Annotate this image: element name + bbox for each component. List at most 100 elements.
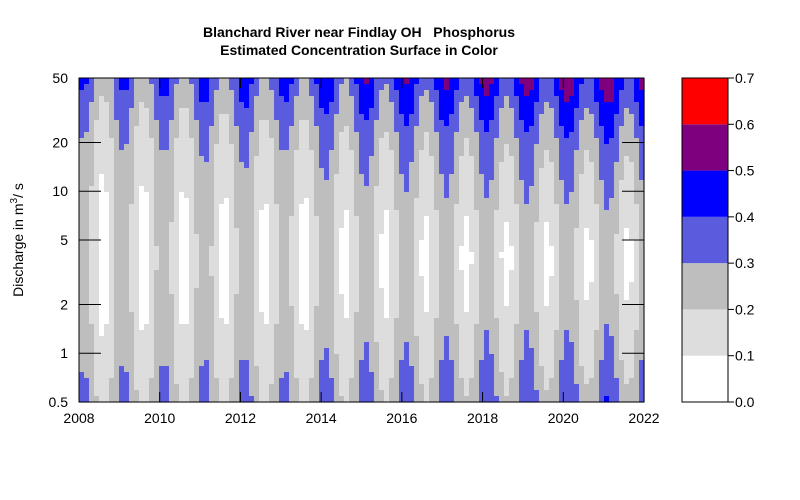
surface-cell: [399, 282, 405, 289]
surface-cell: [329, 306, 335, 313]
surface-cell: [299, 90, 305, 97]
surface-cell: [434, 342, 440, 349]
surface-cell: [299, 180, 305, 187]
surface-cell: [304, 210, 310, 217]
surface-cell: [384, 264, 390, 271]
surface-cell: [219, 120, 225, 127]
surface-cell: [364, 324, 370, 331]
surface-cell: [254, 390, 260, 397]
surface-cell: [204, 288, 210, 295]
surface-cell: [199, 330, 205, 337]
surface-cell: [274, 180, 280, 187]
surface-cell: [389, 396, 395, 403]
surface-cell: [459, 114, 465, 121]
surface-cell: [104, 378, 110, 385]
surface-cell: [354, 378, 360, 385]
surface-cell: [159, 90, 165, 97]
surface-cell: [349, 282, 355, 289]
surface-cell: [519, 246, 525, 253]
surface-cell: [504, 258, 510, 265]
surface-cell: [109, 150, 115, 157]
surface-cell: [234, 300, 240, 307]
surface-cell: [99, 174, 105, 181]
surface-cell: [309, 150, 315, 157]
surface-cell: [329, 294, 335, 301]
surface-cell: [239, 366, 245, 373]
surface-cell: [469, 90, 475, 97]
surface-cell: [339, 264, 345, 271]
surface-cell: [304, 270, 310, 277]
surface-cell: [184, 300, 190, 307]
surface-cell: [89, 312, 95, 319]
surface-cell: [344, 264, 350, 271]
surface-cell: [434, 144, 440, 151]
surface-cell: [129, 126, 135, 133]
surface-cell: [229, 288, 235, 295]
surface-cell: [304, 150, 310, 157]
surface-cell: [414, 114, 420, 121]
surface-cell: [484, 78, 490, 85]
surface-cell: [484, 282, 490, 289]
surface-cell: [399, 150, 405, 157]
surface-cell: [269, 204, 275, 211]
surface-cell: [244, 222, 250, 229]
surface-cell: [204, 228, 210, 235]
surface-cell: [419, 240, 425, 247]
surface-cell: [294, 306, 300, 313]
surface-cell: [314, 324, 320, 331]
surface-cell: [489, 240, 495, 247]
surface-cell: [314, 102, 320, 109]
surface-cell: [399, 318, 405, 325]
surface-cell: [499, 108, 505, 115]
surface-cell: [534, 222, 540, 229]
surface-cell: [474, 354, 480, 361]
surface-cell: [119, 258, 125, 265]
surface-cell: [199, 114, 205, 121]
surface-cell: [209, 240, 215, 247]
surface-cell: [299, 102, 305, 109]
surface-cell: [124, 108, 130, 115]
surface-cell: [79, 354, 85, 361]
surface-cell: [299, 192, 305, 199]
surface-cell: [189, 348, 195, 355]
surface-cell: [84, 348, 90, 355]
surface-cell: [419, 120, 425, 127]
surface-cell: [129, 108, 135, 115]
surface-cell: [504, 312, 510, 319]
surface-cell: [449, 300, 455, 307]
surface-cell: [359, 174, 365, 181]
surface-cell: [489, 270, 495, 277]
surface-cell: [409, 144, 415, 151]
surface-cell: [284, 318, 290, 325]
surface-cell: [209, 156, 215, 163]
surface-cell: [194, 390, 200, 397]
surface-cell: [514, 90, 520, 97]
surface-cell: [504, 180, 510, 187]
surface-cell: [314, 336, 320, 343]
surface-cell: [79, 210, 85, 217]
surface-cell: [359, 378, 365, 385]
surface-cell: [204, 138, 210, 145]
surface-cell: [309, 78, 315, 85]
surface-cell: [129, 378, 135, 385]
surface-cell: [129, 390, 135, 397]
surface-cell: [269, 150, 275, 157]
surface-cell: [89, 114, 95, 121]
surface-cell: [484, 234, 490, 241]
surface-cell: [159, 138, 165, 145]
surface-cell: [299, 156, 305, 163]
surface-cell: [324, 354, 330, 361]
surface-cell: [349, 180, 355, 187]
surface-cell: [399, 294, 405, 301]
surface-cell: [259, 168, 265, 175]
surface-cell: [484, 102, 490, 109]
surface-cell: [424, 276, 430, 283]
surface-cell: [474, 90, 480, 97]
surface-cell: [304, 102, 310, 109]
surface-cell: [154, 96, 160, 103]
surface-cell: [214, 318, 220, 325]
surface-cell: [194, 240, 200, 247]
surface-cell: [229, 372, 235, 379]
surface-cell: [144, 90, 150, 97]
surface-cell: [209, 204, 215, 211]
